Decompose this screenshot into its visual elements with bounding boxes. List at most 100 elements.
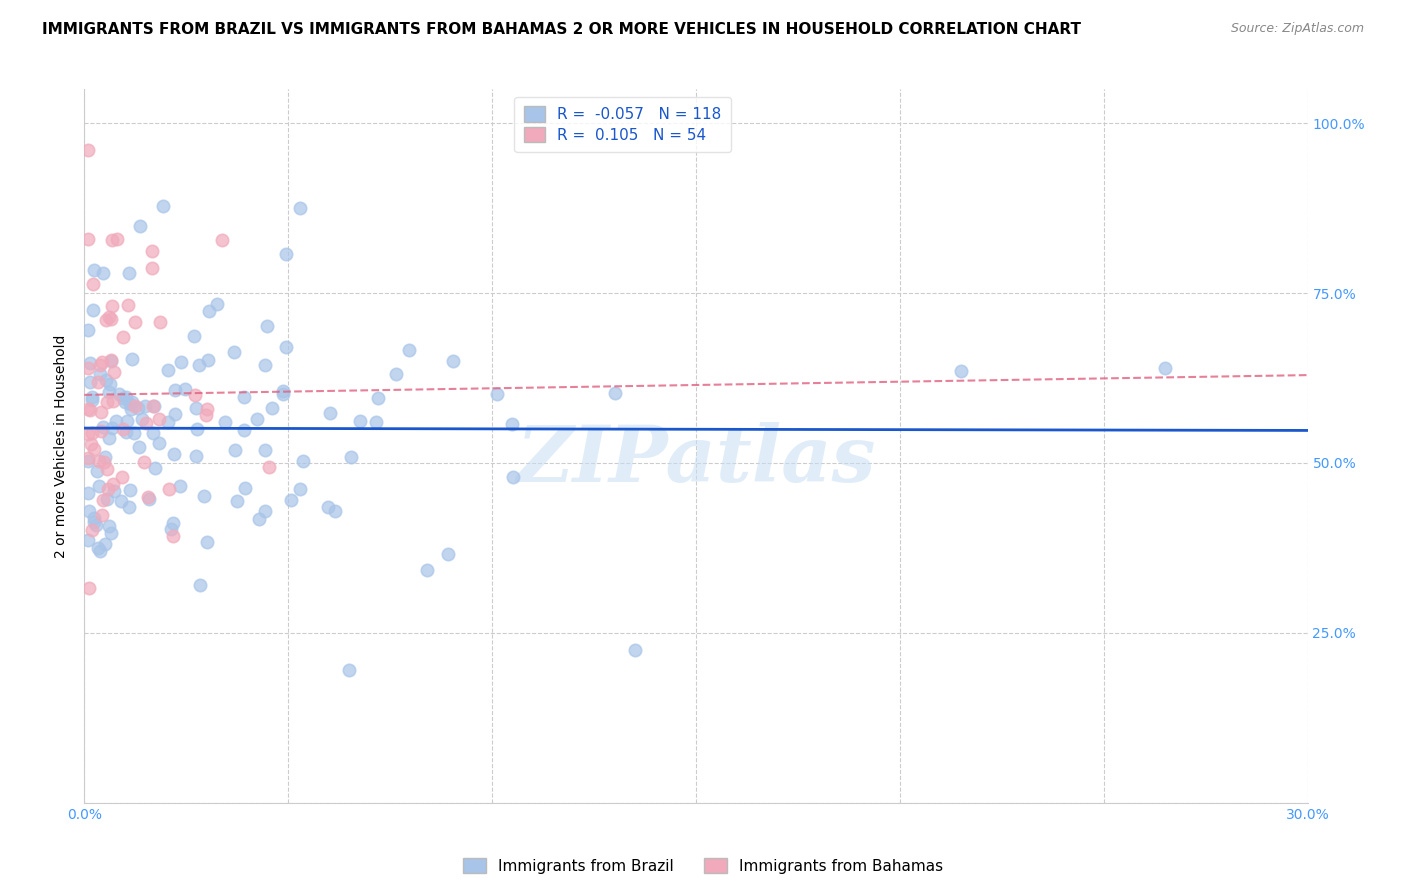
Point bbox=[142, 399, 165, 413]
Point bbox=[385, 367, 408, 381]
Point bbox=[105, 232, 128, 246]
Point bbox=[187, 358, 209, 372]
Point bbox=[169, 479, 191, 493]
Point bbox=[111, 469, 134, 483]
Point bbox=[271, 387, 294, 401]
Text: IMMIGRANTS FROM BRAZIL VS IMMIGRANTS FROM BAHAMAS 2 OR MORE VEHICLES IN HOUSEHOL: IMMIGRANTS FROM BRAZIL VS IMMIGRANTS FRO… bbox=[42, 22, 1081, 37]
Point bbox=[197, 401, 219, 416]
Point bbox=[117, 298, 139, 312]
Point bbox=[128, 440, 150, 454]
Point bbox=[156, 415, 179, 429]
Legend: Immigrants from Brazil, Immigrants from Bahamas: Immigrants from Brazil, Immigrants from … bbox=[457, 852, 949, 880]
Point bbox=[141, 244, 163, 258]
Point bbox=[437, 547, 460, 561]
Point bbox=[136, 490, 159, 504]
Point bbox=[111, 330, 134, 344]
Point bbox=[100, 312, 122, 326]
Point bbox=[122, 425, 145, 440]
Point bbox=[174, 382, 197, 396]
Point bbox=[124, 315, 146, 329]
Point bbox=[290, 201, 312, 215]
Point bbox=[77, 402, 100, 417]
Point bbox=[100, 353, 122, 368]
Point bbox=[319, 406, 342, 420]
Point bbox=[224, 442, 246, 457]
Point bbox=[79, 375, 101, 389]
Point bbox=[82, 303, 104, 318]
Point bbox=[90, 425, 112, 439]
Point bbox=[77, 504, 100, 518]
Point bbox=[502, 469, 524, 483]
Point bbox=[100, 525, 122, 540]
Point bbox=[91, 493, 114, 508]
Point bbox=[100, 354, 122, 368]
Point bbox=[124, 399, 146, 413]
Point bbox=[89, 544, 111, 558]
Point bbox=[276, 247, 298, 261]
Point bbox=[134, 455, 156, 469]
Point bbox=[131, 411, 153, 425]
Point bbox=[224, 345, 246, 359]
Point bbox=[108, 387, 131, 401]
Point bbox=[1154, 360, 1177, 375]
Point bbox=[246, 412, 269, 426]
Point bbox=[91, 355, 114, 369]
Point bbox=[233, 391, 256, 405]
Point bbox=[195, 408, 218, 422]
Point bbox=[94, 537, 117, 551]
Point bbox=[96, 395, 118, 409]
Point bbox=[77, 143, 100, 157]
Point bbox=[118, 397, 141, 411]
Point bbox=[165, 407, 187, 421]
Point bbox=[323, 504, 346, 518]
Point bbox=[112, 422, 135, 436]
Point bbox=[184, 449, 207, 463]
Point bbox=[134, 400, 156, 414]
Point bbox=[183, 329, 205, 343]
Text: ZIPatlas: ZIPatlas bbox=[516, 422, 876, 499]
Point bbox=[82, 425, 104, 440]
Point bbox=[188, 578, 211, 592]
Point bbox=[183, 387, 205, 401]
Point bbox=[77, 454, 100, 468]
Point bbox=[118, 500, 141, 514]
Point bbox=[120, 401, 142, 416]
Point bbox=[280, 492, 302, 507]
Point bbox=[98, 518, 121, 533]
Point bbox=[276, 340, 298, 354]
Point bbox=[253, 443, 276, 458]
Point bbox=[163, 383, 186, 397]
Point bbox=[98, 310, 121, 324]
Point bbox=[103, 477, 125, 491]
Point bbox=[86, 464, 108, 478]
Point bbox=[100, 421, 122, 435]
Point bbox=[149, 315, 172, 329]
Point bbox=[143, 461, 166, 475]
Point bbox=[142, 426, 165, 441]
Point bbox=[89, 454, 111, 468]
Point bbox=[80, 437, 103, 451]
Point bbox=[416, 563, 439, 577]
Point bbox=[83, 515, 105, 529]
Point bbox=[135, 416, 157, 430]
Point bbox=[339, 663, 361, 677]
Point bbox=[603, 386, 626, 401]
Point bbox=[141, 260, 163, 275]
Point bbox=[156, 362, 179, 376]
Point bbox=[77, 450, 100, 465]
Point bbox=[97, 432, 120, 446]
Point bbox=[624, 643, 647, 657]
Point bbox=[89, 479, 111, 493]
Point bbox=[118, 266, 141, 280]
Point bbox=[82, 277, 104, 292]
Point bbox=[148, 436, 170, 450]
Point bbox=[82, 390, 104, 404]
Point bbox=[90, 508, 112, 523]
Point bbox=[290, 482, 312, 496]
Point bbox=[112, 391, 135, 405]
Point bbox=[89, 367, 111, 381]
Point bbox=[152, 199, 174, 213]
Point bbox=[77, 361, 100, 376]
Point bbox=[80, 523, 103, 537]
Legend: R =  -0.057   N = 118, R =  0.105   N = 54: R = -0.057 N = 118, R = 0.105 N = 54 bbox=[515, 97, 731, 152]
